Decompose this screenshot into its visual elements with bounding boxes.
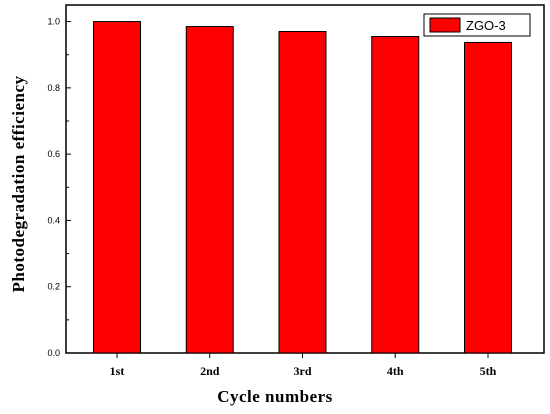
y-tick-label: 0.0 — [47, 348, 60, 358]
bar-4th — [371, 35, 420, 354]
x-tick-label: 4th — [387, 364, 404, 378]
y-tick-label: 0.2 — [47, 282, 60, 292]
y-tick-label: 0.4 — [47, 215, 60, 225]
bar-3rd — [278, 31, 327, 354]
legend: ZGO-3 — [423, 13, 531, 37]
y-tick-label: 1.0 — [47, 17, 60, 27]
x-axis-title: Cycle numbers — [217, 387, 333, 406]
y-tick-label: 0.6 — [47, 149, 60, 159]
x-tick-label: 5th — [480, 364, 497, 378]
y-axis-ticks: 0.0 0.2 0.4 0.6 0.8 1.0 — [47, 17, 71, 358]
y-axis-title: Photodegradation efficiency — [9, 76, 28, 293]
bar-5th — [464, 41, 512, 354]
legend-swatch — [429, 17, 461, 33]
legend-label: ZGO-3 — [466, 18, 506, 33]
x-tick-label: 2nd — [200, 364, 220, 378]
bar-2nd — [185, 26, 234, 354]
x-tick-label: 3rd — [294, 364, 312, 378]
x-tick-label: 1st — [110, 364, 125, 378]
x-axis-ticks: 1st 2nd 3rd 4th 5th — [110, 353, 497, 378]
bar-1st — [93, 21, 141, 354]
bars-group — [93, 21, 512, 354]
y-tick-label: 0.8 — [47, 83, 60, 93]
